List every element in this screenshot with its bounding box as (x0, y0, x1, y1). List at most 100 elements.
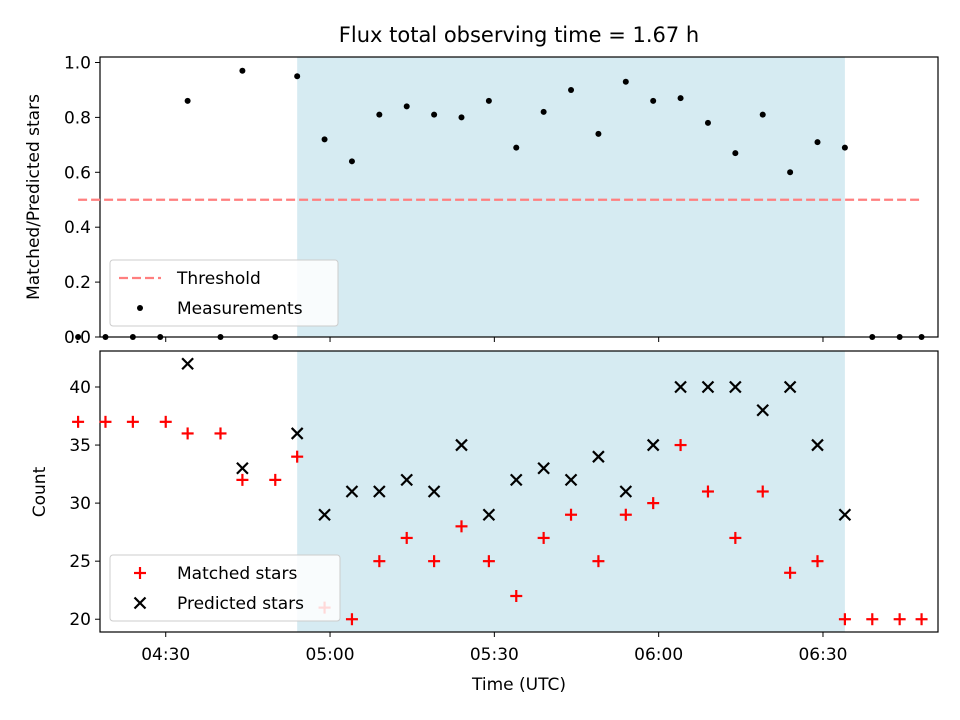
axes-frame (99, 56, 939, 338)
predicted-star-point (564, 473, 578, 487)
x-axis-label: Time (UTC) (471, 675, 566, 695)
matched-star-point (428, 555, 441, 568)
matched-star-point (99, 415, 112, 428)
top-y-axis-label: Matched/Predicted stars (24, 94, 44, 300)
measurement-point (622, 78, 629, 85)
chart-title: Flux total observing time = 1.67 h (339, 23, 699, 47)
axes-frame (99, 350, 939, 633)
matched-star-point (236, 473, 249, 486)
measurement-point (732, 150, 739, 157)
measurement-point (239, 67, 246, 74)
matched-star-point (126, 415, 139, 428)
matched-star-point (537, 531, 550, 544)
y-tick-label: 35 (69, 436, 91, 456)
measurement-point (403, 103, 410, 110)
predicted-star-point (455, 438, 468, 452)
measurement-point (540, 108, 547, 115)
measurement-point (157, 334, 164, 340)
predicted-star-point (756, 403, 770, 417)
measurement-point (896, 334, 903, 340)
predicted-star-point (537, 461, 550, 475)
y-tick-label: 0.8 (64, 108, 91, 128)
predicted-star-point (509, 473, 523, 487)
matched-star-point (619, 508, 632, 521)
x-stroke-2 (373, 485, 386, 498)
measurement-point (759, 111, 766, 118)
predicted-star-point (482, 508, 496, 522)
x-tick-label: 06:00 (634, 645, 683, 665)
matched-star-point (915, 613, 928, 626)
measurement-point (787, 169, 794, 176)
matched-star-point (482, 555, 495, 568)
matched-star-point (159, 415, 172, 428)
matched-star-point (565, 508, 578, 521)
y-tick-label: 25 (69, 552, 91, 572)
predicted-star-point (701, 380, 715, 394)
predicted-star-point (783, 380, 797, 394)
x-stroke-2 (592, 450, 605, 463)
measurement-point (841, 144, 848, 151)
x-stroke-2 (482, 508, 496, 522)
x-stroke-2 (345, 485, 359, 498)
predicted-star-point (811, 438, 824, 452)
measurement-point (595, 130, 602, 137)
matched-star-point (214, 427, 227, 440)
measurement-point (431, 111, 438, 118)
matched-star-point (345, 613, 358, 626)
legend: Threshold Measurements (109, 259, 339, 327)
predicted-star-point (619, 485, 633, 498)
matched-star-point (729, 531, 742, 544)
measurement-point (513, 144, 520, 151)
predicted-star-point (181, 357, 194, 371)
measurement-point (272, 334, 279, 340)
x-stroke-2 (455, 438, 468, 452)
legend-label: Threshold (176, 269, 261, 289)
measurement-point (918, 334, 925, 340)
predicted-star-point (236, 461, 249, 475)
measurement-point (814, 139, 821, 146)
matched-star-point (269, 473, 282, 486)
y-tick-label: 0.6 (64, 163, 91, 183)
legend-frame (109, 259, 339, 327)
measurement-point (129, 334, 136, 340)
predicted-star-point (838, 508, 852, 522)
measurement-point (321, 136, 328, 143)
y-tick-label: 0.4 (64, 218, 91, 238)
legend-label: Measurements (177, 299, 303, 319)
matched-star-point (838, 613, 851, 626)
x-stroke-2 (564, 473, 578, 487)
predicted-star-point (318, 508, 331, 522)
predicted-star-point (729, 380, 742, 394)
predicted-star-point (674, 380, 687, 394)
measurement-point (294, 73, 301, 80)
legend-label: Matched stars (177, 564, 297, 584)
measurement-point (348, 158, 355, 165)
measurement-point (677, 95, 684, 102)
x-tick-label: 04:30 (141, 645, 190, 665)
legend-label: Predicted stars (177, 594, 304, 614)
legend: Matched stars Predicted stars (109, 554, 341, 622)
measurement-point (485, 97, 492, 104)
y-tick-label: 1.0 (64, 53, 91, 73)
x-stroke-2 (290, 427, 304, 440)
bottom-y-axis-label: Count (30, 466, 50, 517)
observing-span (297, 57, 845, 337)
matched-star-point (866, 613, 879, 626)
x-tick-label: 06:30 (798, 645, 847, 665)
x-stroke-2 (236, 461, 249, 475)
y-tick-label: 20 (69, 610, 91, 630)
matched-star-point (701, 485, 714, 498)
matched-star-point (181, 427, 194, 440)
legend-x-swatch (133, 596, 147, 610)
x-stroke-2 (674, 380, 687, 394)
measurement-point (102, 334, 109, 340)
measurement-point (568, 86, 575, 93)
measurement-point (458, 114, 465, 121)
x-stroke-2 (619, 485, 633, 498)
x-stroke-2 (509, 473, 523, 487)
predicted-star-point (427, 485, 441, 498)
observing-span (297, 351, 845, 632)
matched-star-point (455, 520, 468, 533)
bottom-panel: 20 25 30 35 40 04:30 05:00 05:30 06:00 06:30 Match… (69, 350, 939, 665)
